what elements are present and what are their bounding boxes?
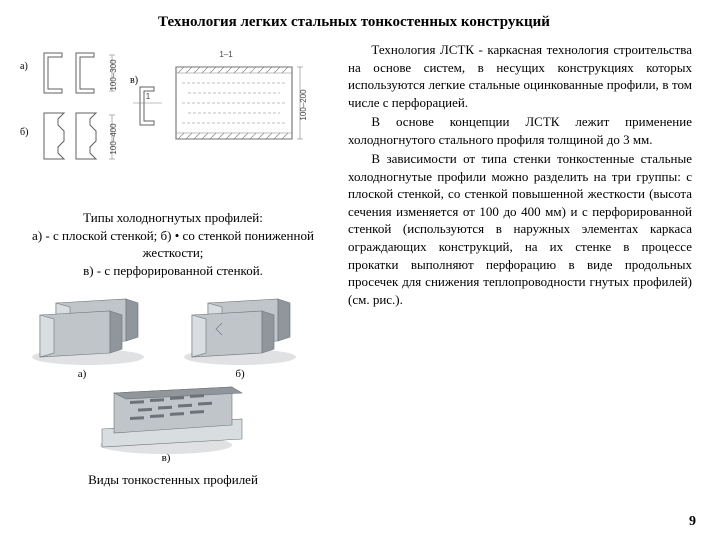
sub-b: б) [235, 368, 245, 380]
page: Технология легких стальных тонкостенных … [0, 0, 720, 540]
label-b: б) [20, 127, 28, 138]
dim-a: 100–300 [109, 59, 118, 91]
right-column: Технология ЛСТК - каркасная технология с… [348, 41, 692, 495]
dim-b: 100–400 [109, 123, 118, 155]
paragraph-3: В зависимости от типа стенки тонкостенны… [348, 150, 692, 308]
dim-right: 100–200 [299, 89, 308, 121]
sub-a: а) [78, 368, 87, 380]
svg-text:1: 1 [146, 92, 151, 101]
profiles-photo: а) б) [16, 285, 316, 465]
profiles-diagram: а) б) 100–300 100–400 [16, 43, 316, 203]
caption-kinds: Виды тонкостенных профилей [16, 471, 330, 489]
paragraph-1: Технология ЛСТК - каркасная технология с… [348, 41, 692, 111]
sub-v: в) [162, 452, 171, 464]
label-a: а) [20, 61, 28, 72]
page-number: 9 [689, 514, 696, 530]
section-label: 1–1 [219, 50, 233, 59]
page-title: Технология легких стальных тонкостенных … [16, 14, 692, 31]
paragraph-2: В основе концепции ЛСТК лежит применение… [348, 113, 692, 148]
caption-types: Типы холодногнутых профилей: а) - с плос… [16, 209, 330, 279]
label-v-mid: в) [130, 75, 138, 86]
left-column: а) б) 100–300 100–400 [16, 41, 330, 495]
content-columns: а) б) 100–300 100–400 [16, 41, 692, 495]
